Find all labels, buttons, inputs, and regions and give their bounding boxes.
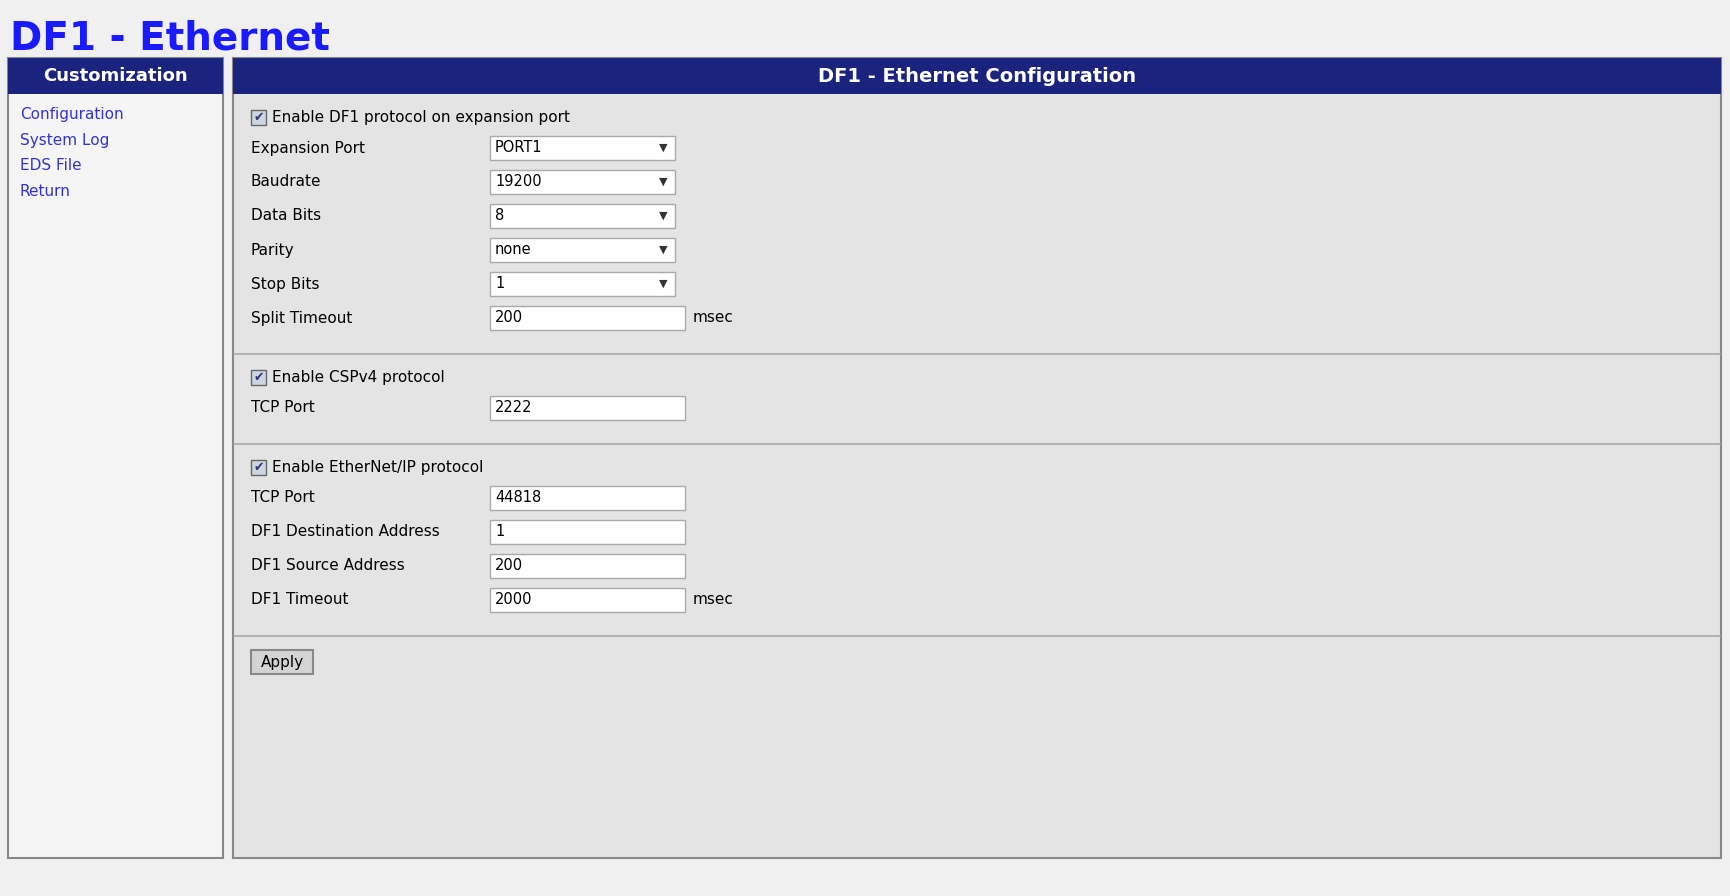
Text: Configuration: Configuration: [21, 107, 123, 122]
Bar: [490, 588, 685, 612]
Text: PORT1: PORT1: [495, 141, 541, 156]
Text: msec: msec: [692, 592, 734, 607]
Text: ✔: ✔: [253, 371, 263, 384]
Text: ▼: ▼: [659, 177, 666, 187]
Text: Enable DF1 protocol on expansion port: Enable DF1 protocol on expansion port: [272, 110, 569, 125]
Text: 8: 8: [495, 209, 503, 223]
Bar: [490, 272, 675, 296]
Text: Customization: Customization: [43, 67, 187, 85]
Text: Enable CSPv4 protocol: Enable CSPv4 protocol: [272, 370, 445, 385]
Text: 1: 1: [495, 277, 503, 291]
Bar: [251, 370, 266, 385]
Bar: [490, 396, 685, 420]
Bar: [251, 650, 313, 674]
Text: 2000: 2000: [495, 592, 533, 607]
Text: ✔: ✔: [253, 461, 263, 474]
Bar: [490, 554, 685, 578]
Text: Apply: Apply: [260, 654, 303, 669]
Text: Parity: Parity: [251, 243, 294, 257]
Bar: [490, 238, 675, 262]
Bar: [490, 306, 685, 330]
Text: System Log: System Log: [21, 133, 109, 148]
Bar: [490, 486, 685, 510]
Text: EDS File: EDS File: [21, 159, 81, 174]
Text: Baudrate: Baudrate: [251, 175, 322, 189]
Text: 2222: 2222: [495, 401, 533, 416]
Text: Split Timeout: Split Timeout: [251, 311, 353, 325]
Text: ▼: ▼: [659, 211, 666, 221]
Text: ▼: ▼: [659, 245, 666, 255]
Text: TCP Port: TCP Port: [251, 490, 315, 505]
Text: DF1 Destination Address: DF1 Destination Address: [251, 524, 439, 539]
Text: Return: Return: [21, 185, 71, 200]
Bar: [9, 58, 223, 858]
Bar: [9, 58, 223, 94]
Text: 44818: 44818: [495, 490, 541, 505]
Bar: [251, 110, 266, 125]
Text: 200: 200: [495, 558, 522, 573]
Bar: [234, 58, 1720, 858]
Text: Stop Bits: Stop Bits: [251, 277, 320, 291]
Bar: [490, 204, 675, 228]
Text: TCP Port: TCP Port: [251, 401, 315, 416]
Text: Expansion Port: Expansion Port: [251, 141, 365, 156]
Text: ✔: ✔: [253, 111, 263, 124]
Text: ▼: ▼: [659, 143, 666, 153]
Text: Data Bits: Data Bits: [251, 209, 322, 223]
Text: 19200: 19200: [495, 175, 541, 189]
Text: DF1 Source Address: DF1 Source Address: [251, 558, 405, 573]
Bar: [251, 460, 266, 475]
Bar: [490, 136, 675, 160]
Bar: [234, 58, 1720, 94]
Text: none: none: [495, 243, 531, 257]
Text: DF1 - Ethernet Configuration: DF1 - Ethernet Configuration: [818, 66, 1135, 85]
Text: DF1 Timeout: DF1 Timeout: [251, 592, 348, 607]
Text: 200: 200: [495, 311, 522, 325]
Text: 1: 1: [495, 524, 503, 539]
Bar: [490, 170, 675, 194]
Bar: [490, 520, 685, 544]
Text: msec: msec: [692, 311, 734, 325]
Text: DF1 - Ethernet: DF1 - Ethernet: [10, 19, 330, 57]
Text: ▼: ▼: [659, 279, 666, 289]
Text: Enable EtherNet/IP protocol: Enable EtherNet/IP protocol: [272, 460, 483, 475]
